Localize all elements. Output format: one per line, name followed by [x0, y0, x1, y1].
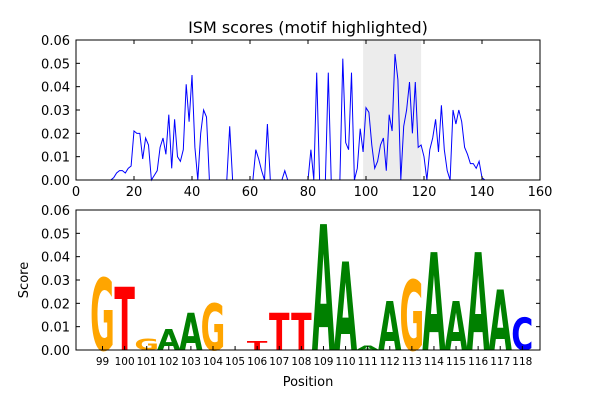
x-tick-label: 40: [184, 185, 201, 200]
bottom-chart-ylabel: Score: [17, 262, 32, 298]
position-tick-label: 104: [203, 356, 223, 368]
logo-letter-99: G: [90, 259, 115, 374]
bottom-chart-xlabel: Position: [283, 375, 334, 390]
position-tick-label: 112: [380, 356, 400, 368]
position-tick-label: 110: [336, 356, 356, 368]
logo-letter-107: T: [269, 302, 290, 362]
x-tick-label: 80: [300, 185, 317, 200]
position-tick-label: 118: [512, 356, 532, 368]
y-tick-label: 0.00: [41, 174, 70, 189]
logo-letter-112: A: [378, 289, 401, 366]
ism-line-chart: 0 20 40 60 80 100 120 140 160 0.00 0.01 0.02 0.03 0.0…: [41, 34, 552, 200]
position-tick-label: 106: [247, 356, 267, 368]
logo-letter-115: A: [444, 289, 467, 366]
position-tick-label: 102: [159, 356, 179, 368]
x-tick-label: 0: [72, 185, 80, 200]
y-tick-label: 0.00: [41, 344, 70, 359]
y-tick-label: 0.02: [41, 297, 70, 312]
position-tick-label: 107: [269, 356, 289, 368]
ism-score-line: [76, 53, 497, 182]
logo-letter-102: A: [157, 324, 181, 357]
y-tick-label: 0.05: [41, 227, 70, 242]
x-tick-label: 100: [354, 185, 379, 200]
top-chart-title: ISM scores (motif highlighted): [188, 18, 428, 37]
logo-letter-113: G: [400, 261, 425, 373]
position-tick-label: 113: [402, 356, 422, 368]
position-tick-label: 105: [225, 356, 245, 368]
y-tick-label: 0.06: [41, 204, 70, 219]
y-tick-label: 0.03: [41, 104, 70, 119]
logo-letter-118: C: [511, 309, 533, 361]
logo-letter-109: A: [312, 191, 335, 392]
motif-highlight-region: [363, 40, 422, 180]
logo-letter-116: A: [466, 226, 489, 382]
y-tick-label: 0.01: [41, 321, 70, 336]
logo-letter-104: G: [201, 291, 226, 365]
position-tick-label: 116: [468, 356, 488, 368]
logo-letter-110: A: [334, 237, 357, 378]
top-plot-frame: [75, 39, 541, 181]
y-tick-label: 0.04: [41, 251, 70, 266]
x-tick-label: 20: [126, 185, 143, 200]
position-tick-label: 114: [424, 356, 444, 368]
logo-letter-108: T: [291, 302, 312, 362]
y-tick-label: 0.04: [41, 81, 70, 96]
position-tick-label: 100: [115, 356, 135, 368]
x-tick-label: 120: [412, 185, 437, 200]
logo-letter-114: A: [422, 226, 445, 382]
position-tick-label: 99: [96, 356, 109, 368]
position-tick-label: 117: [490, 356, 510, 368]
x-tick-label: 60: [242, 185, 259, 200]
logo-letter-100: T: [114, 271, 135, 371]
logo-letter-103: A: [179, 302, 203, 362]
logo-letter-101: G: [134, 335, 159, 354]
position-tick-label: 111: [358, 356, 378, 368]
position-tick-label: 109: [313, 356, 333, 368]
y-tick-label: 0.02: [41, 127, 70, 142]
y-tick-label: 0.05: [41, 57, 70, 72]
position-tick-label: 103: [181, 356, 201, 368]
position-tick-label: 101: [137, 356, 157, 368]
y-tick-label: 0.01: [41, 151, 70, 166]
y-tick-label: 0.03: [41, 274, 70, 289]
x-tick-label: 140: [470, 185, 495, 200]
y-tick-label: 0.06: [41, 34, 70, 49]
position-tick-label: 108: [291, 356, 311, 368]
position-tick-label: 115: [446, 356, 466, 368]
x-tick-label: 160: [528, 185, 553, 200]
logo-letter-117: A: [489, 273, 513, 370]
